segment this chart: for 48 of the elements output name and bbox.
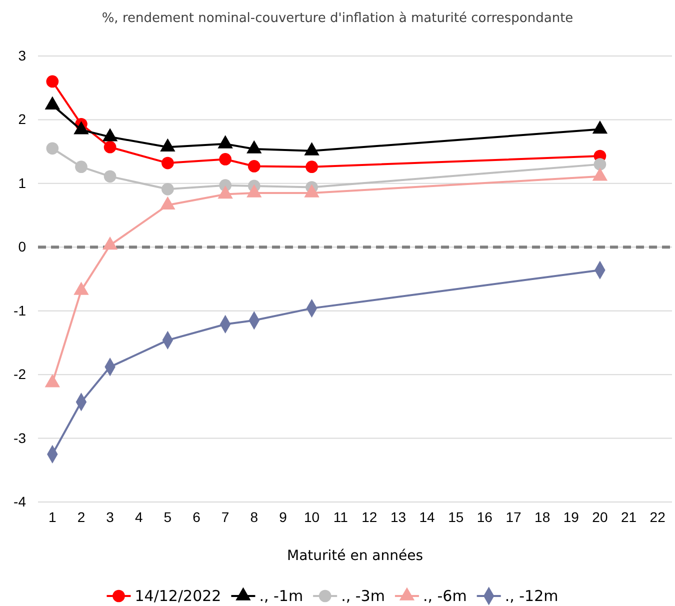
x-tick-label: 4 xyxy=(134,508,143,525)
x-tick-label: 8 xyxy=(250,508,258,525)
x-tick-label: 14 xyxy=(419,508,436,525)
x-axis-title: Maturité en années xyxy=(286,548,424,564)
legend-label: 14/12/2022 xyxy=(134,587,222,605)
point xyxy=(75,160,88,174)
x-tick-label: 16 xyxy=(476,508,493,525)
x-tick-label: 1 xyxy=(48,508,57,525)
x-tick-label: 21 xyxy=(620,508,637,525)
x-tick-label: 18 xyxy=(534,508,550,525)
x-tick-label: 7 xyxy=(221,508,230,525)
point xyxy=(104,140,116,154)
x-tick-label: 17 xyxy=(506,508,522,525)
point xyxy=(306,160,318,174)
x-tick-label: 3 xyxy=(106,508,114,525)
point xyxy=(46,142,59,155)
point xyxy=(162,156,174,170)
x-tick-label: 20 xyxy=(592,508,608,525)
x-tick-label: 9 xyxy=(279,508,288,525)
x-tick-label: 2 xyxy=(77,508,86,525)
point xyxy=(104,170,116,183)
point xyxy=(162,182,174,196)
legend-label: ., -12m xyxy=(504,587,558,605)
point xyxy=(219,153,232,166)
x-tick-label: 5 xyxy=(164,508,172,525)
chart-title: %, rendement nominal-couverture d'inflation à maturité correspondante xyxy=(102,11,574,26)
x-tick-label: 10 xyxy=(304,508,320,525)
x-tick-label: 15 xyxy=(448,508,464,525)
y-tick-label: -1 xyxy=(14,302,26,318)
y-tick-label: -3 xyxy=(14,430,26,446)
legend-label: ., -3m xyxy=(341,587,385,605)
legend-label: ., -6m xyxy=(422,587,467,605)
x-tick-label: 12 xyxy=(362,508,378,525)
x-tick-label: 22 xyxy=(650,508,666,525)
y-tick-label: 2 xyxy=(18,111,26,128)
point xyxy=(46,75,59,88)
point xyxy=(594,158,606,170)
y-tick-label: 0 xyxy=(18,238,26,255)
x-tick-label: 19 xyxy=(563,508,580,525)
x-tick-label: 13 xyxy=(390,508,406,525)
legend-label: ., -1m xyxy=(259,587,304,605)
y-tick-label: -2 xyxy=(14,366,26,382)
y-tick-label: 3 xyxy=(18,47,26,64)
point xyxy=(248,160,260,172)
x-tick-label: 11 xyxy=(333,508,348,525)
y-tick-label: 1 xyxy=(18,174,26,191)
x-tick-label: 6 xyxy=(192,508,201,525)
y-tick-label: -4 xyxy=(14,493,26,510)
